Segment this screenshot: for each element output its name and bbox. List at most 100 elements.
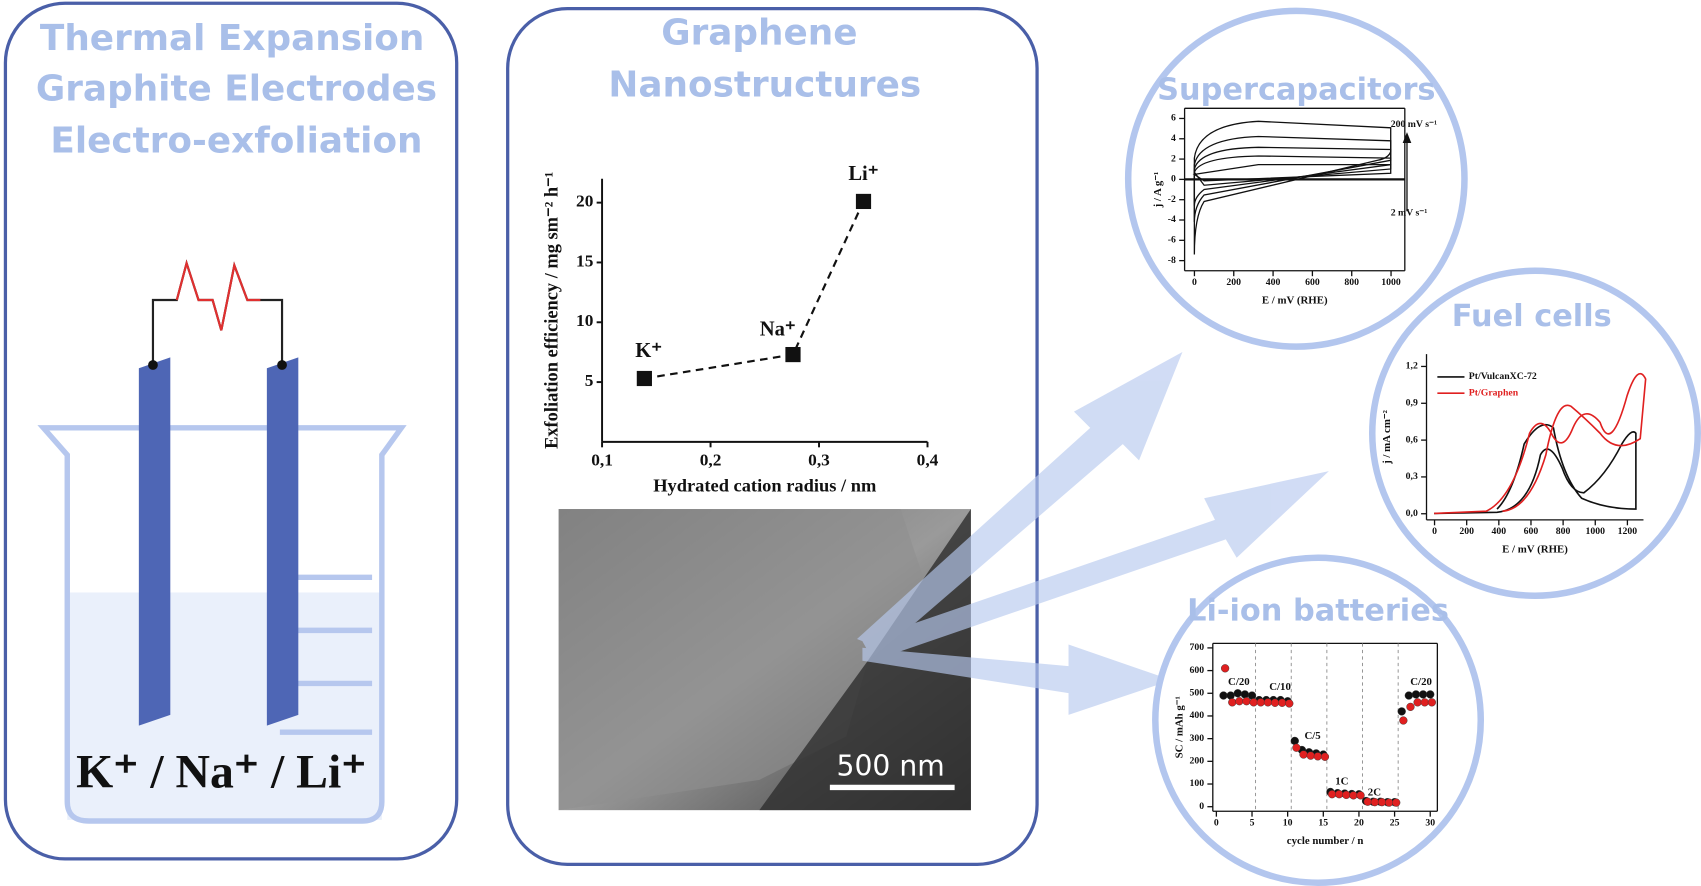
x-axis-label: E / mV (RHE)	[1262, 295, 1328, 307]
data-point	[1235, 697, 1244, 706]
y-tick-label: 6	[1171, 113, 1176, 124]
x-tick-label: 10	[1283, 817, 1293, 828]
y-tick-label: -6	[1168, 235, 1176, 246]
data-point	[785, 346, 801, 363]
data-point	[1292, 743, 1301, 752]
data-point	[1256, 698, 1265, 707]
data-point	[1356, 791, 1365, 800]
cv-curve	[1434, 423, 1637, 515]
application-circle	[1369, 267, 1701, 599]
panel	[506, 7, 1039, 866]
data-point	[1377, 798, 1387, 807]
data-point	[1370, 798, 1379, 807]
data-point	[1270, 698, 1280, 707]
y-tick-label: -4	[1168, 214, 1176, 225]
data-point	[1285, 699, 1294, 708]
data-point	[1313, 752, 1322, 761]
y-axis-label: j / A g⁻¹	[1152, 172, 1164, 209]
data-point	[1427, 698, 1436, 707]
y-tick-label: 10	[576, 311, 593, 330]
data-point	[1411, 690, 1421, 699]
y-tick-label: 0	[1199, 801, 1204, 812]
y-tick-label: 0,3	[1406, 471, 1418, 482]
x-tick-label: 400	[1492, 526, 1507, 537]
y-tick-label: -8	[1168, 255, 1176, 266]
x-tick-label: 600	[1305, 277, 1320, 288]
y-tick-label: 0,0	[1406, 508, 1418, 519]
data-point	[1221, 664, 1230, 673]
cv-curves	[1192, 120, 1392, 255]
x-tick-label: 0	[1432, 526, 1437, 537]
x-axis-label: cycle number / n	[1287, 835, 1364, 847]
y-axis-label: Exfoliation efficiency / mg sm⁻² h⁻¹	[541, 172, 561, 449]
scale-bar-label: 500 nm	[837, 750, 945, 783]
x-axis-label: E / mV (RHE)	[1502, 544, 1568, 556]
data-point	[1404, 691, 1413, 700]
application-title: Supercapacitors	[1157, 73, 1435, 108]
x-tick-label: 5	[1250, 817, 1255, 828]
application-title: Fuel cells	[1452, 299, 1612, 334]
x-tick-label: 25	[1390, 817, 1400, 828]
y-tick-label: 4	[1171, 133, 1176, 144]
y-tick-label: 20	[576, 192, 593, 211]
data-point	[1263, 698, 1273, 707]
annotation: 200 mV s⁻¹	[1391, 119, 1437, 130]
trend-line	[644, 200, 865, 380]
x-tick-label: 200	[1226, 277, 1241, 288]
panel	[3, 1, 459, 861]
data-point	[1335, 790, 1344, 799]
rate-label: 1C	[1335, 775, 1348, 787]
power-source	[175, 259, 261, 331]
y-axis-label: j / mA cm⁻²	[1381, 410, 1393, 465]
y-tick-label: 15	[576, 251, 594, 270]
x-tick-label: 1200	[1618, 526, 1638, 537]
x-tick-label: 400	[1266, 277, 1281, 288]
x-tick-label: 0	[1214, 817, 1219, 828]
x-tick-label: 15	[1318, 817, 1328, 828]
data-point	[1392, 798, 1401, 807]
data-point	[1240, 690, 1250, 699]
data-point	[1290, 736, 1299, 746]
data-point	[1228, 698, 1237, 707]
substrate	[759, 509, 971, 811]
data-point	[1299, 750, 1308, 759]
rate-label: C/10	[1269, 681, 1291, 693]
data-point	[1420, 698, 1429, 707]
panel-title: Graphene	[661, 12, 857, 53]
point-label: Li⁺	[848, 163, 878, 185]
y-tick-label: 200	[1189, 756, 1204, 767]
legend-label: Pt/Graphen	[1469, 387, 1519, 398]
y-tick-label: 0,9	[1406, 398, 1418, 409]
y-tick-label: 500	[1189, 688, 1204, 699]
y-tick-label: 600	[1189, 665, 1204, 676]
canvas: Thermal Expansion Graphite Electrodes El…	[3, 1, 1701, 886]
rate-label: 2C	[1368, 786, 1381, 798]
y-tick-label: 1,2	[1406, 361, 1418, 372]
contact	[277, 360, 287, 370]
panel-title: Nanostructures	[608, 64, 921, 105]
x-tick-label: 200	[1459, 526, 1474, 537]
y-tick-label: 0,6	[1406, 434, 1418, 445]
data-point	[1397, 707, 1406, 716]
data-point	[855, 193, 872, 210]
application-title: Li-ion batteries	[1187, 594, 1449, 629]
data-point	[1418, 690, 1428, 699]
arrows	[856, 352, 1329, 715]
electrode	[266, 357, 299, 726]
x-tick-label: 0,1	[591, 450, 613, 469]
legend-label: Pt/VulcanXC-72	[1469, 371, 1537, 382]
data-point	[1249, 698, 1258, 707]
y-tick-label: 400	[1189, 710, 1204, 721]
data-point	[1278, 698, 1287, 707]
rate-label: C/5	[1304, 730, 1321, 742]
y-axis-label: SC / mAh g⁻¹	[1174, 696, 1186, 758]
x-tick-label: 1000	[1586, 526, 1606, 537]
rate-label: C/20	[1410, 676, 1432, 688]
x-tick-label: 800	[1556, 526, 1571, 537]
data-point	[1226, 691, 1235, 700]
data-point	[1320, 752, 1330, 761]
rate-label: C/20	[1228, 676, 1250, 688]
panel-title: Thermal Expansion	[40, 18, 424, 59]
y-tick-label: 5	[585, 371, 594, 390]
